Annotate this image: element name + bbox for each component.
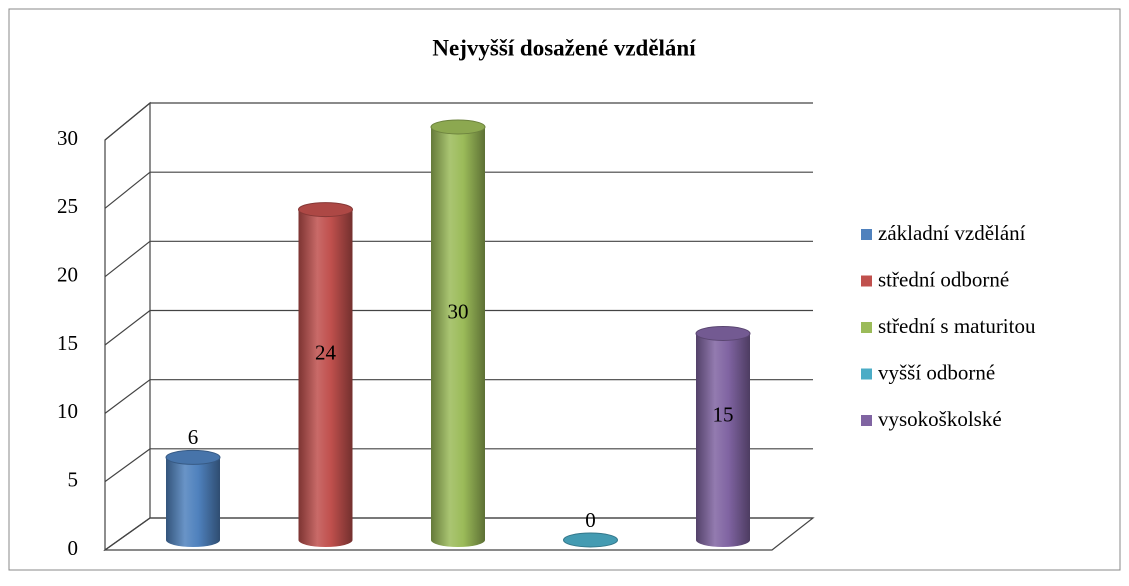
- y-tick-label: 10: [57, 399, 78, 423]
- legend-swatch: [861, 229, 872, 240]
- data-label: 30: [448, 299, 469, 323]
- y-tick-label: 20: [57, 262, 78, 286]
- y-tick-label: 25: [57, 194, 78, 218]
- data-label: 15: [713, 403, 734, 427]
- grid-line: [104, 379, 813, 414]
- bar: [166, 457, 220, 547]
- y-tick-label: 15: [57, 331, 78, 355]
- grid-line: [104, 171, 813, 209]
- legend-swatch: [861, 322, 872, 333]
- bar: [696, 333, 750, 547]
- bar-top: [165, 449, 221, 465]
- legend-swatch: [861, 275, 872, 287]
- y-tick-label: 5: [68, 467, 79, 491]
- legend-swatch: [861, 368, 872, 380]
- legend-label: střední odborné: [878, 267, 1009, 291]
- legend-label: základní vzdělání: [878, 221, 1026, 245]
- bar-top: [430, 119, 486, 135]
- grid-line: [104, 240, 813, 278]
- data-label: 0: [585, 508, 596, 532]
- data-label: 6: [188, 425, 199, 449]
- y-tick-label: 30: [57, 126, 78, 150]
- bar: [431, 127, 485, 547]
- bar-top: [563, 532, 618, 548]
- y-tick-label: 0: [68, 536, 79, 560]
- data-label: 24: [315, 341, 337, 365]
- legend-label: vysokoškolské: [878, 407, 1002, 431]
- grid-line: [104, 517, 813, 551]
- legend-label: vyšší odborné: [878, 360, 995, 384]
- grid-line: [104, 309, 813, 346]
- bar-top: [695, 326, 751, 341]
- grid-line: [104, 448, 813, 483]
- grid-line: [104, 102, 813, 141]
- bar-top: [298, 202, 353, 218]
- legend-label: střední s maturitou: [878, 314, 1036, 338]
- bar: [298, 209, 353, 547]
- chart-title: Nejvyšší dosažené vzdělání: [432, 35, 696, 60]
- legend-swatch: [861, 415, 872, 426]
